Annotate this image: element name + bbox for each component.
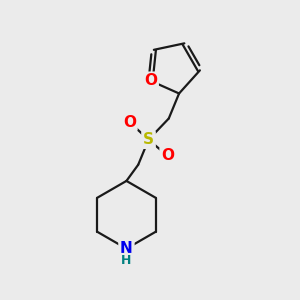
Text: S: S bbox=[143, 132, 154, 147]
Text: O: O bbox=[144, 73, 157, 88]
Text: H: H bbox=[121, 254, 132, 267]
Text: O: O bbox=[123, 115, 136, 130]
Text: O: O bbox=[161, 148, 174, 164]
Text: N: N bbox=[120, 241, 133, 256]
